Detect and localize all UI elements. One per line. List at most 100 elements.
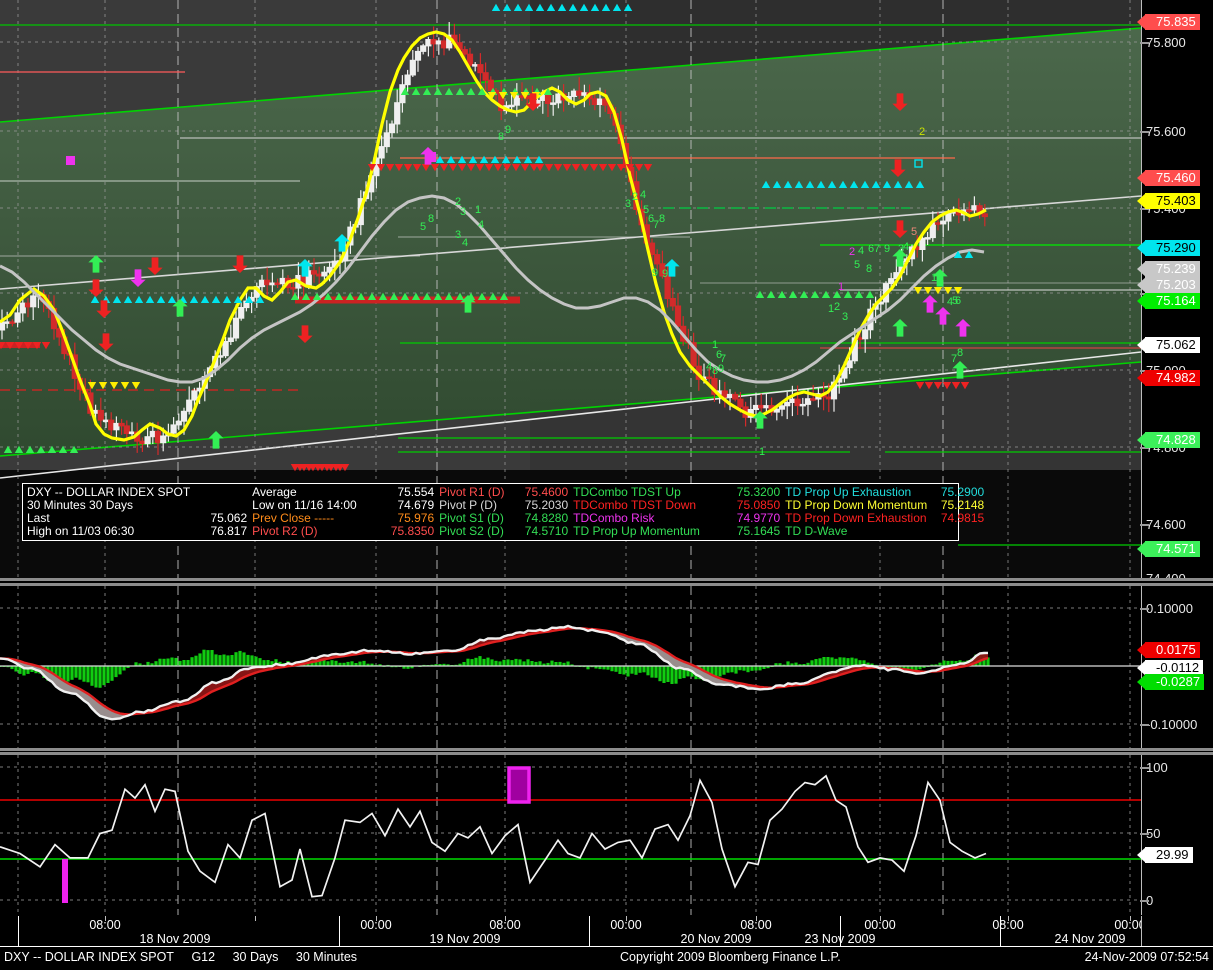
- price-legend-value: 75.1645: [736, 524, 781, 538]
- price-legend-value: 76.817: [210, 524, 248, 538]
- price-tick-label: 75.600: [1140, 124, 1186, 139]
- price-legend-label: TDCombo TDST Up: [573, 485, 681, 499]
- x-axis-time-label: 00:00: [610, 918, 642, 932]
- price-tag-arrow-icon: [1137, 14, 1146, 30]
- price-price-tag[interactable]: 75.164: [1137, 293, 1200, 309]
- svg-text:7: 7: [951, 353, 957, 365]
- svg-text:4: 4: [640, 189, 646, 201]
- price-legend-label: Low on 11/16 14:00: [252, 498, 357, 512]
- tdp-price-tag[interactable]: 29.99: [1137, 847, 1193, 863]
- price-legend-label: High on 11/03 06:30: [27, 524, 135, 538]
- price-legend-label: Last: [27, 511, 50, 525]
- svg-text:5: 5: [952, 295, 958, 307]
- price-price-tag[interactable]: 75.239: [1137, 261, 1200, 277]
- svg-text:1: 1: [931, 272, 937, 284]
- price-legend-label: TDCombo TDST Down: [573, 498, 697, 512]
- price-legend-label: Pivot S2 (D): [439, 524, 504, 538]
- status-left: DXY -- DOLLAR INDEX SPOT G12 30 Days 30 …: [4, 950, 371, 964]
- td-pressure-axis[interactable]: 100 50 0 29.99: [1137, 755, 1213, 915]
- price-price-tag[interactable]: 74.982: [1137, 370, 1200, 386]
- x-axis-day-separator: [339, 916, 340, 946]
- svg-text:7: 7: [874, 243, 880, 255]
- price-tick-label: 74.600: [1140, 517, 1186, 532]
- svg-text:5: 5: [911, 226, 917, 238]
- price-legend-label: Pivot S1 (D): [439, 511, 504, 525]
- macd-axis[interactable]: 0.10000 -0.10000 0.0175 -0.0112 -0.0287: [1137, 586, 1213, 751]
- price-price-tag[interactable]: 75.460: [1137, 170, 1200, 186]
- price-price-tag[interactable]: 75.203: [1137, 277, 1200, 293]
- macd-plot-area[interactable]: [0, 586, 1141, 751]
- svg-text:6: 6: [955, 295, 961, 307]
- x-axis-time-label: 00:00: [1114, 918, 1146, 932]
- svg-text:2: 2: [849, 246, 855, 258]
- price-tag-arrow-icon: [1137, 432, 1146, 448]
- panel-separator-1b: [0, 583, 1213, 586]
- tdp-tick-label: 100: [1140, 760, 1168, 775]
- status-interval: 30 Minutes: [295, 950, 358, 964]
- x-axis-date-label: 18 Nov 2009: [139, 932, 211, 946]
- tdp-tick-label: 50: [1140, 826, 1160, 841]
- svg-text:3: 3: [460, 206, 466, 218]
- price-price-tag[interactable]: 75.062: [1137, 337, 1200, 353]
- price-tick-label: 74.400: [1146, 571, 1186, 578]
- svg-text:2: 2: [937, 275, 943, 287]
- x-axis-date-label: 23 Nov 2009: [804, 932, 876, 946]
- x-axis-tickmark: [626, 916, 627, 921]
- svg-text:5: 5: [643, 204, 649, 216]
- price-price-tag[interactable]: 75.403: [1137, 193, 1200, 209]
- tdp-magenta-bar-1: [62, 859, 68, 903]
- price-legend-label: DXY -- DOLLAR INDEX SPOT: [27, 485, 191, 499]
- svg-text:1: 1: [475, 204, 481, 216]
- panel-separator-2: [0, 748, 1213, 751]
- ma-grey: [0, 194, 985, 384]
- price-price-tag[interactable]: 75.835: [1137, 14, 1200, 30]
- svg-text:7: 7: [720, 353, 726, 365]
- x-axis-tickmark: [376, 916, 377, 921]
- x-axis-tickmark: [505, 916, 506, 921]
- x-axis-time-label: 00:00: [360, 918, 392, 932]
- macd-tick-label: 0.10000: [1140, 601, 1193, 616]
- svg-text:2: 2: [455, 196, 461, 208]
- macd-tag-arrow-icon: [1137, 660, 1146, 676]
- macd-price-tag[interactable]: 0.0175: [1137, 642, 1200, 658]
- svg-text:6: 6: [868, 243, 874, 255]
- svg-text:6: 6: [716, 349, 722, 361]
- status-code: G12: [191, 950, 216, 964]
- price-legend-box[interactable]: DXY -- DOLLAR INDEX SPOT Average 75.554 Piv…: [22, 483, 984, 541]
- x-axis[interactable]: 08:00 18 Nov 2009 00:00 08:00 19 Nov 2009 00:…: [0, 916, 1146, 946]
- macd-price-tag[interactable]: -0.0287: [1137, 674, 1205, 690]
- price-legend-value: 75.2030: [524, 498, 569, 512]
- price-price-tag[interactable]: 74.571: [1137, 541, 1200, 557]
- price-price-tag[interactable]: 75.290: [1137, 240, 1200, 256]
- price-legend-label: TDCombo Risk: [573, 511, 655, 525]
- price-price-tag[interactable]: 74.828: [1137, 432, 1200, 448]
- price-tag-arrow-icon: [1137, 337, 1146, 353]
- price-legend-value: [931, 525, 988, 538]
- svg-text:2: 2: [834, 301, 840, 313]
- svg-text:4: 4: [462, 237, 468, 249]
- price-axis[interactable]: 75.80075.60075.40075.20075.00074.80074.6…: [1137, 0, 1213, 578]
- td-pressure-plot-area[interactable]: [0, 755, 1141, 915]
- svg-text:3: 3: [455, 229, 461, 241]
- svg-text:9: 9: [652, 267, 658, 279]
- svg-text:4: 4: [478, 219, 484, 231]
- macd-price-tag[interactable]: -0.0112: [1137, 660, 1204, 676]
- svg-text:3: 3: [625, 198, 631, 210]
- x-axis-tickmark: [1130, 916, 1131, 921]
- tdp-tag-arrow-icon: [1137, 847, 1146, 863]
- svg-text:9: 9: [884, 243, 890, 255]
- price-legend-value: 75.976: [397, 511, 435, 525]
- price-legend-value: 75.8350: [390, 524, 435, 538]
- price-tickmark: [1140, 447, 1149, 449]
- price-legend-value: 75.2900: [940, 485, 985, 499]
- x-axis-time-label: 08:00: [89, 918, 121, 932]
- x-axis-date-label: 20 Nov 2009: [680, 932, 752, 946]
- x-axis-tickmark: [756, 916, 757, 921]
- price-tag-arrow-icon: [1137, 261, 1146, 277]
- price-legend-label: TD Prop Up Momentum: [573, 524, 700, 538]
